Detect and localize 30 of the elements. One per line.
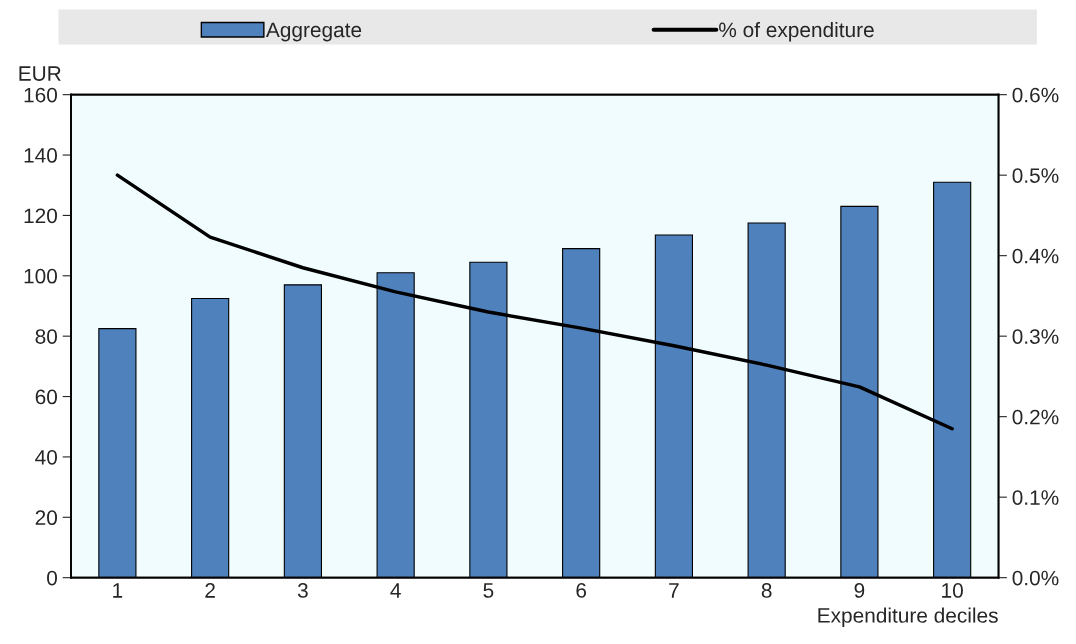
x-tick-label: 8 bbox=[761, 583, 772, 598]
legend-label: Aggregate bbox=[265, 22, 362, 42]
y2-tick-label: 0.1% bbox=[1012, 490, 1059, 505]
y-tick-label: 80 bbox=[35, 329, 58, 344]
legend-label: % of expenditure bbox=[719, 21, 874, 42]
x-tick-label: 9 bbox=[854, 583, 865, 598]
y2-tick-label: 0.0% bbox=[1012, 570, 1059, 586]
y-tick-label: 0 bbox=[47, 570, 58, 586]
x-axis-title: Expenditure deciles bbox=[818, 607, 998, 627]
x-tick-label: 5 bbox=[483, 583, 494, 598]
y-tick-label: 60 bbox=[35, 389, 58, 405]
y2-tick-label: 0.5% bbox=[1012, 168, 1059, 183]
x-tick-label: 3 bbox=[297, 583, 308, 598]
x-tick-label: 2 bbox=[205, 583, 215, 598]
y-tick-label: 100 bbox=[24, 268, 58, 284]
x-tick-label: 1 bbox=[113, 583, 123, 598]
x-tick-label: 7 bbox=[669, 583, 679, 598]
y-tick-label: 120 bbox=[24, 208, 58, 224]
x-tick-label: 10 bbox=[942, 583, 963, 598]
y-axis-title: EUR bbox=[19, 66, 61, 81]
y2-tick-label: 0.4% bbox=[1012, 248, 1059, 264]
y2-tick-label: 0.2% bbox=[1012, 409, 1059, 425]
y2-tick-label: 0.3% bbox=[1012, 329, 1059, 344]
y-tick-label: 40 bbox=[35, 449, 58, 465]
y-tick-label: 160 bbox=[24, 87, 58, 103]
y-tick-label: 20 bbox=[35, 510, 58, 526]
x-tick-label: 6 bbox=[576, 583, 587, 598]
y2-tick-label: 0.6% bbox=[1012, 87, 1059, 103]
y-tick-label: 140 bbox=[24, 148, 58, 163]
x-tick-label: 4 bbox=[390, 583, 401, 598]
